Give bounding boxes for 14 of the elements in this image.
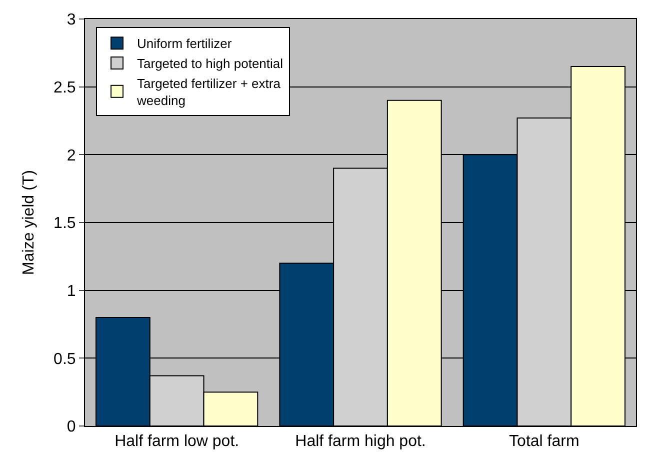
legend-label: Targeted to high potential <box>137 56 284 72</box>
y-tick-label: 0 <box>66 418 76 436</box>
y-tick-label: 0.5 <box>54 350 76 368</box>
y-tick-label: 1.5 <box>54 215 76 232</box>
x-tick-label: Total farm <box>509 433 580 450</box>
x-tick-label: Half farm low pot. <box>114 433 240 450</box>
x-tick-label: Half farm high pot. <box>295 433 426 450</box>
y-axis-title: Maize yield (T) <box>20 170 38 275</box>
y-tick-label: 3 <box>66 12 76 29</box>
legend-label: Targeted fertilizer + extra weeding <box>136 76 282 108</box>
y-tick-label: 1 <box>66 282 76 300</box>
legend-label: Uniform fertilizer <box>137 36 232 52</box>
y-tick-label: 2 <box>66 147 76 164</box>
y-tick-label: 2.5 <box>54 79 76 96</box>
